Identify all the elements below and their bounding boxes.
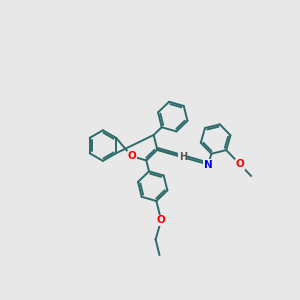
Text: O: O xyxy=(127,151,136,161)
Text: O: O xyxy=(157,215,166,225)
Text: O: O xyxy=(236,159,244,170)
Text: N: N xyxy=(204,160,213,170)
Text: H: H xyxy=(179,152,187,162)
